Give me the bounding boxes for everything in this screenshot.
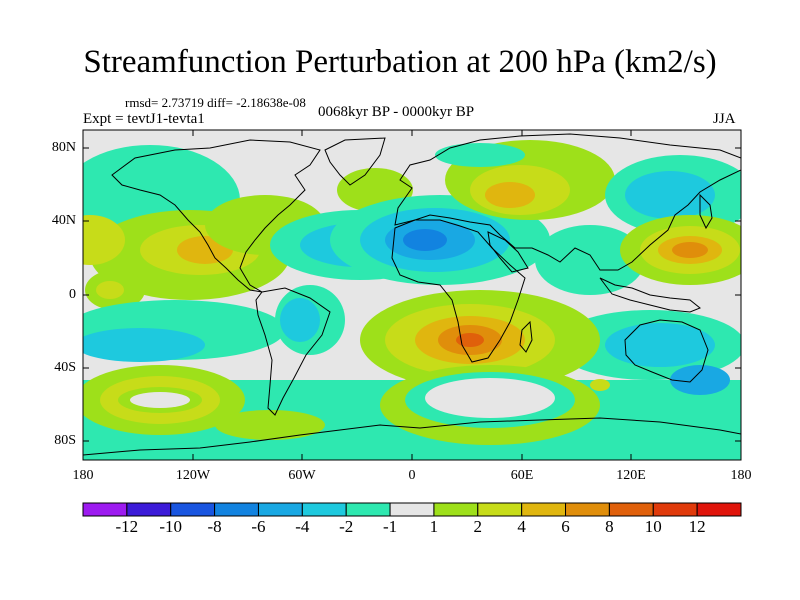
colorbar-box xyxy=(257,502,303,517)
map-plot xyxy=(83,130,741,460)
lon-label-60w: 60W xyxy=(288,468,316,483)
experiment-label: Expt = tevtJ1-tevta1 xyxy=(83,111,205,127)
colorbar-label: -2 xyxy=(339,517,354,536)
coastline-eurasia xyxy=(394,133,741,271)
coastline-south-america xyxy=(255,287,331,416)
colorbar-label: -1 xyxy=(382,517,398,536)
colorbar-label: -8 xyxy=(207,517,222,536)
coastline-southeast-asia xyxy=(599,277,701,313)
lon-label-120w: 120W xyxy=(175,468,211,483)
plot-subtitle: 0068kyr BP - 0000kyr BP xyxy=(318,104,475,120)
colorbar-box xyxy=(433,502,479,517)
coastline-greenland xyxy=(324,137,386,186)
colorbar-box xyxy=(82,502,128,517)
field-north-pacific-high xyxy=(83,145,290,310)
coastline-antarctica xyxy=(83,417,741,456)
colorbar-label: 6 xyxy=(561,517,570,536)
lat-label-40n: 40N xyxy=(51,213,76,228)
colorbar-label: 1 xyxy=(429,517,439,536)
colorbar-label: 8 xyxy=(605,517,614,536)
coastline-australia xyxy=(624,319,709,383)
lat-label-80s: 80S xyxy=(54,433,76,448)
map-ticks xyxy=(83,130,741,460)
lat-label-40s: 40S xyxy=(54,360,76,375)
field-southern-ocean-band xyxy=(83,365,741,460)
colorbar-box xyxy=(214,502,259,517)
field-siberia-high xyxy=(435,140,615,220)
colorbar-label: 2 xyxy=(473,517,483,536)
coastline-north-america xyxy=(111,139,321,293)
lat-label-80n: 80N xyxy=(51,140,76,155)
colorbar-box xyxy=(521,502,567,517)
colorbar-label: 10 xyxy=(644,517,662,536)
coastline-arabia xyxy=(487,231,529,273)
lon-label-0: 0 xyxy=(408,468,416,483)
field-east-asia-low xyxy=(535,155,741,295)
lat-label-eq: 0 xyxy=(69,287,76,302)
colorbar-label: -4 xyxy=(295,517,310,536)
colorbar-label: -10 xyxy=(159,517,183,536)
colorbar-box xyxy=(652,502,698,517)
colorbar-label: -12 xyxy=(115,517,139,536)
colorbar-label: -6 xyxy=(251,517,266,536)
colorbar-box xyxy=(170,502,216,517)
colorbar-box xyxy=(301,502,347,517)
colorbar-label: 4 xyxy=(517,517,526,536)
lon-label-180e: 180 xyxy=(730,468,752,483)
colorbar-box xyxy=(345,502,391,517)
stat-line: rmsd= 2.73719 diff= -2.18638e-08 xyxy=(125,95,306,110)
colorbar-box xyxy=(608,502,654,517)
colorbar-box xyxy=(477,502,523,517)
field-south-africa-high xyxy=(360,290,600,390)
coastline-japan xyxy=(699,193,713,230)
coastline-africa xyxy=(391,219,526,363)
lon-label-60e: 60E xyxy=(510,468,534,483)
colorbar-box xyxy=(389,502,435,517)
season-label: JJA xyxy=(713,111,736,127)
coastline-madagascar xyxy=(519,320,533,353)
colorbar-box xyxy=(696,502,742,517)
colorbar-label: 12 xyxy=(688,517,706,536)
field-west-pacific-high xyxy=(620,215,741,285)
lon-label-120e: 120E xyxy=(616,468,646,483)
lon-label-180w: 180 xyxy=(72,468,94,483)
colorbar-box xyxy=(126,502,172,517)
coastlines xyxy=(83,133,741,456)
plot-title: Streamfunction Perturbation at 200 hPa (… xyxy=(83,44,717,80)
colorbar-box xyxy=(565,502,610,517)
colorbar xyxy=(82,502,742,517)
